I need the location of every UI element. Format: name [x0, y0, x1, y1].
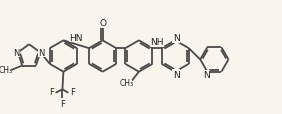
Text: N: N [13, 48, 19, 57]
Text: HN: HN [69, 34, 83, 43]
Text: N: N [203, 70, 210, 79]
Text: NH: NH [150, 38, 164, 47]
Text: O: O [99, 19, 106, 28]
Text: F: F [60, 99, 65, 108]
Text: F: F [70, 88, 75, 96]
Text: CH₃: CH₃ [0, 66, 13, 75]
Text: F: F [49, 88, 54, 96]
Text: N: N [173, 34, 180, 43]
Text: N: N [38, 48, 45, 57]
Text: CH₃: CH₃ [120, 78, 134, 87]
Text: N: N [173, 70, 180, 79]
